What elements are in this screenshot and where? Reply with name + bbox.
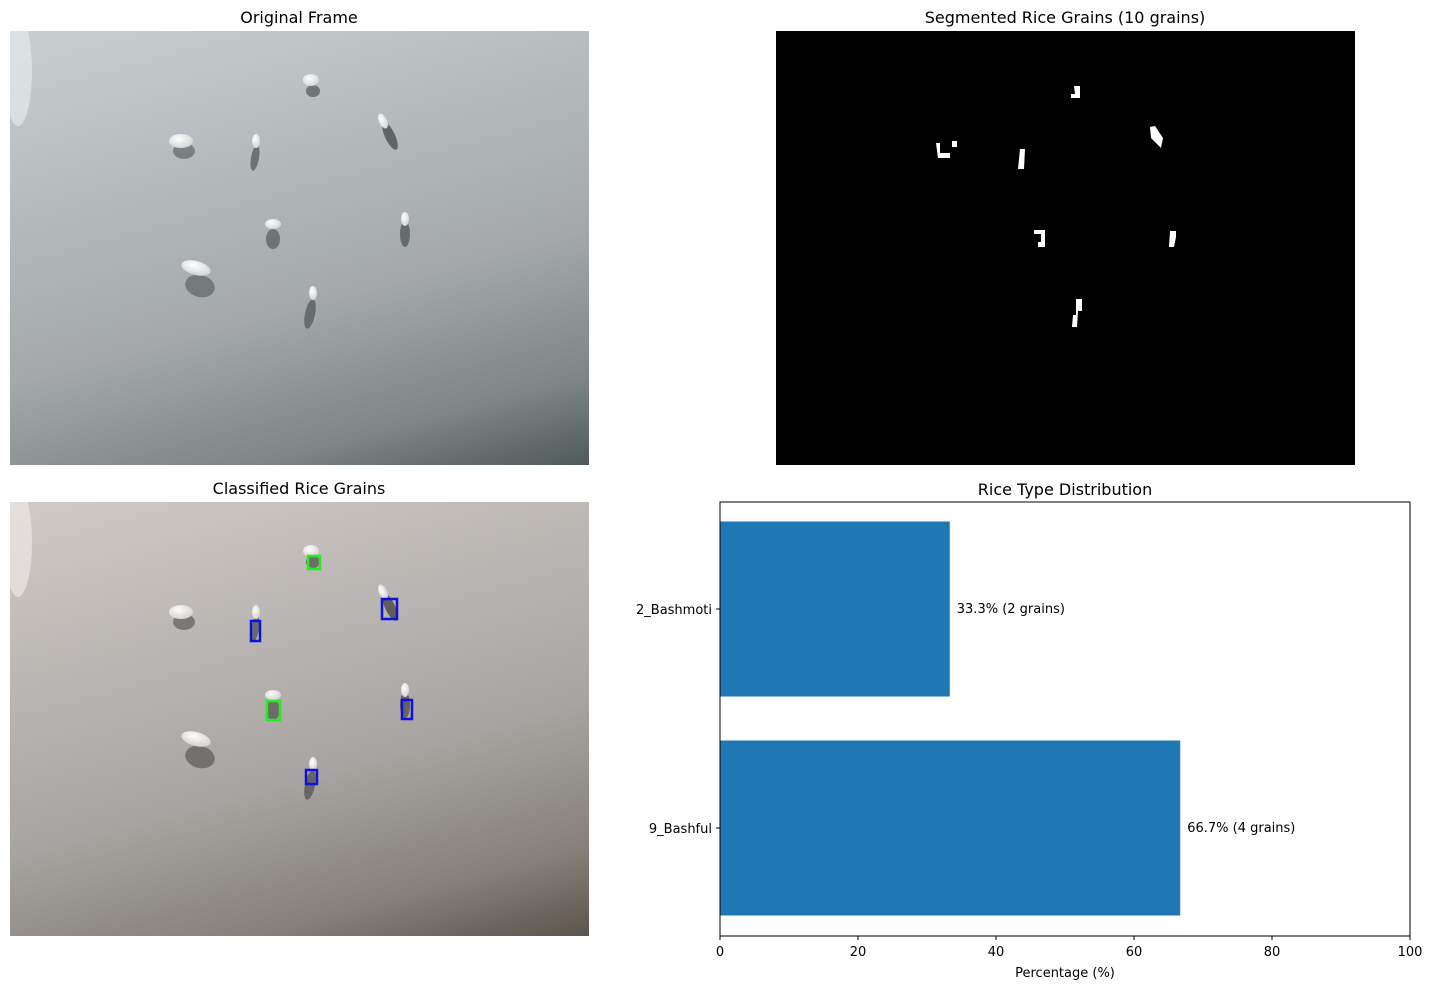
classified-overlay [10, 502, 414, 800]
rice-grain [265, 690, 281, 720]
green-detection-box [306, 554, 322, 571]
rice-grain [304, 286, 317, 329]
x-tick-label: 80 [1264, 945, 1281, 960]
mask-blob [936, 141, 957, 158]
classified-title: Classified Rice Grains [212, 479, 386, 498]
x-tick-label: 100 [1398, 945, 1423, 960]
x-axis-label: Percentage (%) [1015, 966, 1115, 981]
y-tick-label: 2_Bashmoti [636, 603, 712, 618]
y-tick-label: 9_Bashful [649, 822, 712, 837]
blue-detection-box [304, 768, 319, 786]
original-frame-grains [10, 31, 410, 329]
x-tick-label: 0 [716, 945, 724, 960]
rice-grain [250, 134, 260, 171]
rice-grain [378, 113, 398, 150]
green-detection-box [265, 699, 282, 722]
bar-value-label: 33.3% (2 grains) [957, 602, 1065, 617]
bar-2-bashmoti [720, 521, 950, 697]
rice-grain [250, 605, 260, 642]
blue-detection-box [400, 698, 414, 721]
mask-blob [1071, 86, 1080, 98]
mask-blob [1169, 231, 1176, 247]
mask-blob [1072, 299, 1082, 327]
x-axis-ticks: 0 20 40 60 80 100 [716, 936, 1423, 960]
rice-type-distribution-chart: Rice Type Distribution 66.7% (4 grains) 3… [636, 480, 1423, 981]
rice-grain [169, 134, 195, 159]
chart-title: Rice Type Distribution [978, 480, 1152, 499]
rice-grain [181, 731, 215, 769]
mask-blob [1034, 230, 1045, 247]
rice-grain [303, 74, 320, 97]
x-tick-label: 60 [1126, 945, 1143, 960]
rice-grain [304, 757, 317, 800]
bar-9-bashful [720, 740, 1181, 916]
rice-grain [181, 260, 215, 298]
mask-blob [1150, 126, 1163, 148]
rice-grain [169, 605, 195, 630]
x-tick-label: 20 [850, 945, 867, 960]
segmented-grains-image [776, 31, 1355, 465]
original-frame-image [10, 31, 589, 465]
rice-grain [265, 219, 281, 249]
y-axis-ticks: 9_Bashful 2_Bashmoti [636, 603, 720, 837]
classified-grains-image [10, 502, 589, 936]
blue-detection-box [249, 619, 262, 643]
original-frame-title: Original Frame [240, 8, 358, 27]
segmented-title: Segmented Rice Grains (10 grains) [924, 8, 1206, 27]
rice-grain [303, 545, 320, 568]
segmentation-mask [936, 86, 1176, 327]
rice-grain [400, 212, 410, 247]
mask-blob [1018, 149, 1025, 169]
bars-layer: 66.7% (4 grains) 33.3% (2 grains) [720, 521, 1295, 916]
plot-frame [719, 501, 1411, 937]
blue-detection-box [380, 597, 399, 621]
bar-value-label: 66.7% (4 grains) [1187, 821, 1295, 836]
x-tick-label: 40 [988, 945, 1005, 960]
